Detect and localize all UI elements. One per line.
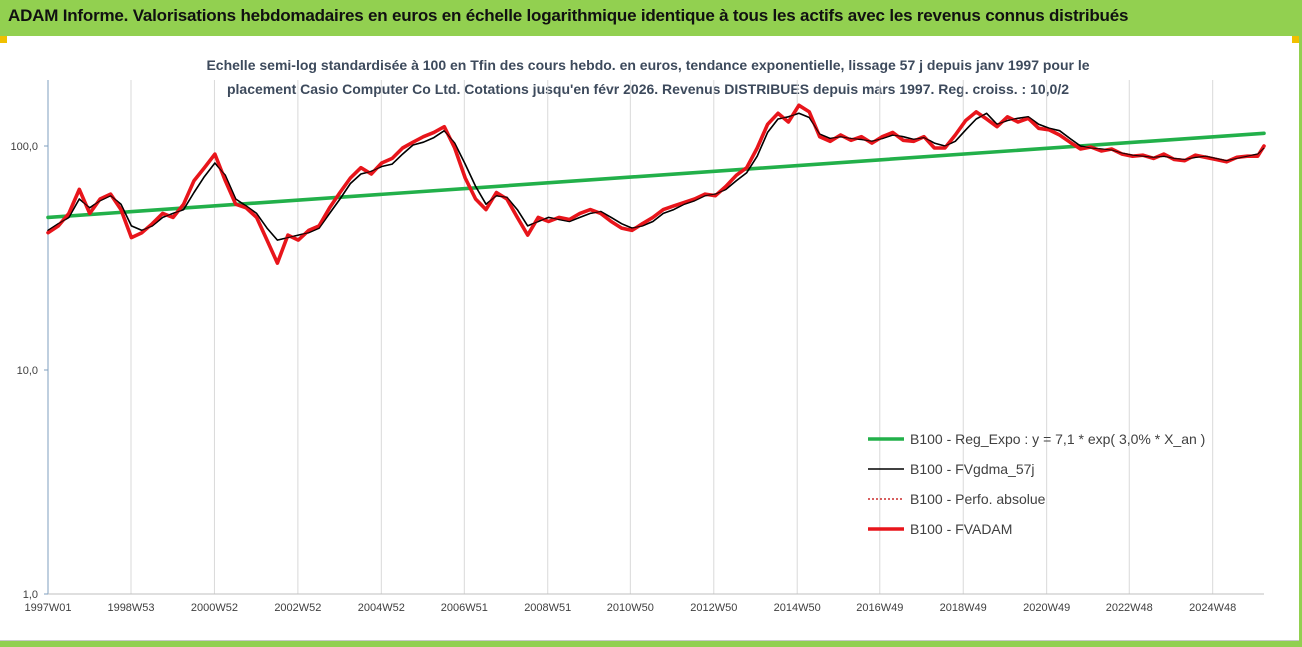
x-tick-label: 2014W50 bbox=[774, 602, 821, 614]
x-tick-label: 1998W53 bbox=[107, 602, 154, 614]
chart-title: Echelle semi-log standardisée à 100 en T… bbox=[206, 57, 1089, 97]
y-tick-labels: 1,0 10,0 100,0 bbox=[10, 141, 48, 601]
x-tick-label: 2010W50 bbox=[607, 602, 654, 614]
series-line-smooth-overlay bbox=[47, 112, 1265, 241]
right-border bbox=[1299, 36, 1302, 647]
x-tick-label: 2006W51 bbox=[441, 602, 488, 614]
x-tick-labels: 1997W01 1998W53 2000W52 2002W52 2004W52 2006W… bbox=[24, 602, 1236, 614]
x-tick-label: 2000W52 bbox=[191, 602, 238, 614]
legend-label: B100 - FVADAM bbox=[910, 521, 1012, 537]
line-chart: Echelle semi-log standardisée à 100 en T… bbox=[10, 57, 1266, 614]
header-banner: ADAM Informe. Valorisations hebdomadaire… bbox=[0, 0, 1302, 36]
x-tick-label: 1997W01 bbox=[24, 602, 71, 614]
x-tick-label: 2012W50 bbox=[690, 602, 737, 614]
y-tick-label: 1,0 bbox=[23, 589, 38, 601]
x-tick-label: 2008W51 bbox=[524, 602, 571, 614]
corner-marker-right bbox=[1292, 36, 1299, 43]
y-tick-label: 100,0 bbox=[10, 141, 38, 153]
series-line-3 bbox=[46, 103, 1266, 265]
chart-area: Echelle semi-log standardisée à 100 en T… bbox=[0, 36, 1300, 641]
chart-axes bbox=[47, 80, 1264, 595]
corner-marker-left bbox=[0, 36, 7, 43]
legend-label: B100 - FVgdma_57j bbox=[910, 461, 1035, 477]
legend-label: B100 - Reg_Expo : y = 7,1 * exp( 3,0% * … bbox=[910, 431, 1205, 447]
series-line-0 bbox=[46, 131, 1266, 220]
x-tick-label: 2022W48 bbox=[1106, 602, 1153, 614]
x-tick-label: 2020W49 bbox=[1023, 602, 1070, 614]
bottom-border bbox=[0, 641, 1302, 647]
x-tick-label: 2004W52 bbox=[358, 602, 405, 614]
chart-title-line: placement Casio Computer Co Ltd. Cotatio… bbox=[227, 81, 1069, 97]
chart-legend: B100 - Reg_Expo : y = 7,1 * exp( 3,0% * … bbox=[868, 431, 1205, 537]
legend-label: B100 - Perfo. absolue bbox=[910, 491, 1046, 507]
page-title: ADAM Informe. Valorisations hebdomadaire… bbox=[8, 6, 1129, 25]
x-tick-label: 2002W52 bbox=[274, 602, 321, 614]
y-tick-label: 10,0 bbox=[17, 365, 38, 377]
vertical-gridlines bbox=[47, 80, 1214, 594]
x-tick-label: 2024W48 bbox=[1189, 602, 1236, 614]
x-tick-label: 2016W49 bbox=[856, 602, 903, 614]
chart-title-line: Echelle semi-log standardisée à 100 en T… bbox=[206, 57, 1089, 73]
series-lines bbox=[46, 103, 1266, 265]
x-tick-label: 2018W49 bbox=[940, 602, 987, 614]
